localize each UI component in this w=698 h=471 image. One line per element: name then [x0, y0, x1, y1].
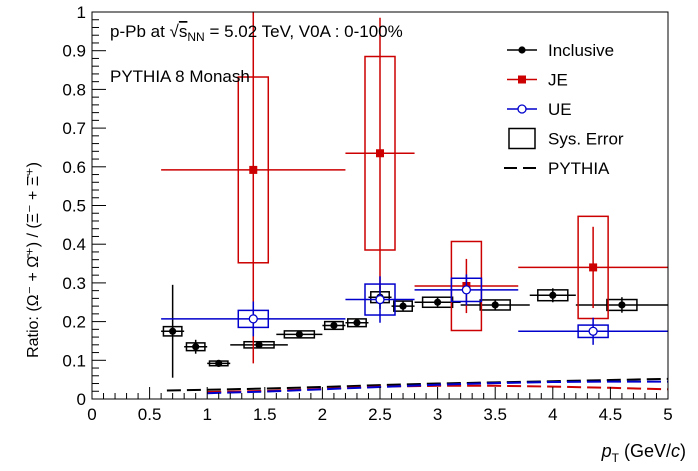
- point-1-0: [249, 165, 258, 174]
- y-tick-label-0: 0: [77, 390, 86, 409]
- y-tick-label-3: 0.3: [62, 274, 86, 293]
- legend-label: Sys. Error: [548, 130, 624, 149]
- y-tick-label-9: 0.9: [62, 42, 86, 61]
- legend-item-4: PYTHIA: [504, 159, 610, 178]
- pythia-curve-0: [166, 377, 669, 392]
- legend-item-3: Sys. Error: [508, 127, 624, 150]
- y-tick-label-5: 0.5: [62, 197, 86, 216]
- pythia-curve-2: [207, 380, 668, 395]
- collision-annotation: p-Pb at √sNN = 5.02 TeV, V0A : 0-100%: [110, 22, 403, 44]
- point-1-1: [376, 149, 384, 158]
- legend-item-1: JE: [507, 71, 568, 90]
- legend-item-0: Inclusive: [507, 41, 614, 60]
- x-tick-label-2: 1: [202, 405, 211, 424]
- point-0-10: [491, 301, 499, 309]
- x-axis-title: pT (GeV/c): [601, 441, 686, 465]
- point-2-3: [588, 326, 598, 336]
- y-tick-label-1: 0.1: [62, 351, 86, 370]
- legend-swatch: [508, 127, 536, 150]
- point-0-1: [192, 343, 200, 351]
- point-2-2: [461, 285, 472, 295]
- data-marks: [161, 12, 669, 395]
- generator-annotation: PYTHIA 8 Monash: [110, 67, 250, 86]
- point-0-2: [215, 359, 223, 367]
- y-tick-label-6: 0.6: [62, 158, 86, 177]
- x-tick-label-7: 3.5: [483, 405, 507, 424]
- point-2-0: [248, 314, 258, 324]
- x-tick-label-1: 0.5: [138, 405, 162, 424]
- y-tick-label-10: 1: [77, 3, 86, 22]
- point-0-0: [169, 327, 177, 335]
- legend-item-2: UE: [507, 100, 572, 119]
- y-tick-label-8: 0.8: [62, 80, 86, 99]
- point-0-4: [295, 330, 303, 338]
- legend-marker: [518, 75, 526, 84]
- x-tick-label-6: 3: [433, 405, 442, 424]
- point-0-8: [399, 302, 407, 310]
- axes: 0 0.5 1 1.5 2 2.5 3 3.5 4 4.5 5 0 0.1 0.2 0.3 0.4 0.5 0.6…: [62, 3, 672, 424]
- point-0-6: [353, 319, 361, 327]
- x-tick-label-8: 4: [548, 405, 557, 424]
- y-tick-label-2: 0.2: [62, 313, 86, 332]
- legend-label: PYTHIA: [548, 159, 610, 178]
- x-tick-label-3: 1.5: [253, 405, 277, 424]
- point-2-1: [375, 294, 385, 305]
- point-0-5: [330, 321, 338, 330]
- point-0-11: [549, 291, 557, 299]
- x-tick-label-9: 4.5: [599, 405, 623, 424]
- point-0-9: [434, 298, 442, 306]
- point-0-3: [255, 341, 263, 349]
- legend-marker: [518, 46, 526, 54]
- legend-label: Inclusive: [548, 41, 614, 60]
- x-tick-label-4: 2: [318, 405, 327, 424]
- y-axis-title: Ratio: (Ω⁻ + Ω̄⁺) / (Ξ⁻ + Ξ̄⁺): [25, 162, 42, 358]
- x-tick-label-5: 2.5: [368, 405, 392, 424]
- legend-label: JE: [548, 71, 568, 90]
- legend-marker: [517, 104, 527, 114]
- x-tick-label-0: 0: [87, 405, 96, 424]
- pythia-curve-1: [207, 384, 669, 393]
- x-tick-label-10: 5: [663, 405, 672, 424]
- legend: Inclusive JE UE Sys. Error PYTHIA: [504, 41, 624, 178]
- point-0-12: [618, 301, 626, 309]
- y-tick-label-7: 0.7: [62, 119, 86, 138]
- y-tick-label-4: 0.4: [62, 235, 86, 254]
- legend-label: UE: [548, 100, 572, 119]
- point-1-3: [589, 263, 598, 272]
